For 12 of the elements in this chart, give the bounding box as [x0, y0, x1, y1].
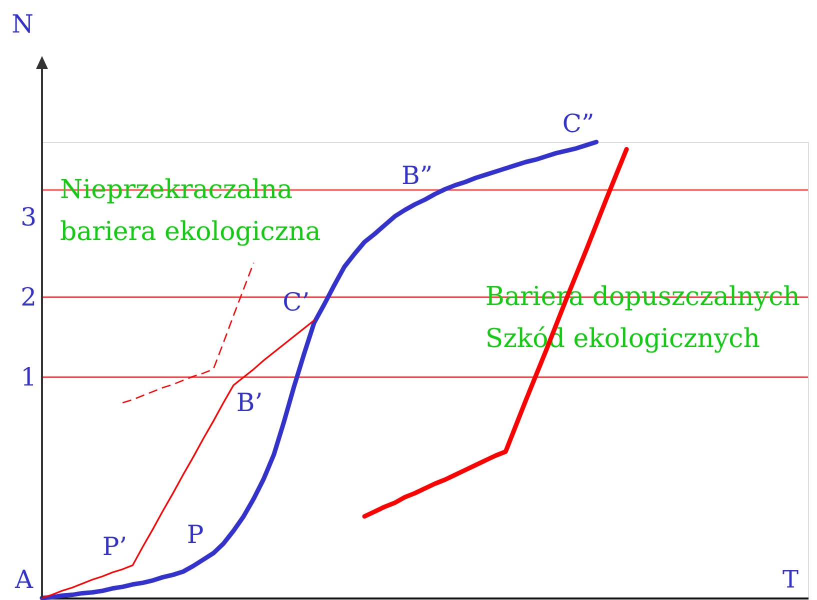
x-axis-title: T: [782, 566, 799, 594]
data-label: B’: [236, 388, 263, 418]
y-tick-label: 3: [20, 202, 36, 232]
data-label: P’: [102, 532, 128, 562]
line-series: [41, 320, 315, 599]
data-label: C”: [562, 109, 594, 138]
y-axis-title: N: [12, 10, 34, 38]
y-tick-label: 1: [20, 362, 36, 392]
data-label: P: [186, 520, 204, 550]
data-label: A: [14, 565, 34, 594]
data-label: B”: [402, 161, 433, 190]
y-tick-label: 2: [20, 282, 36, 312]
